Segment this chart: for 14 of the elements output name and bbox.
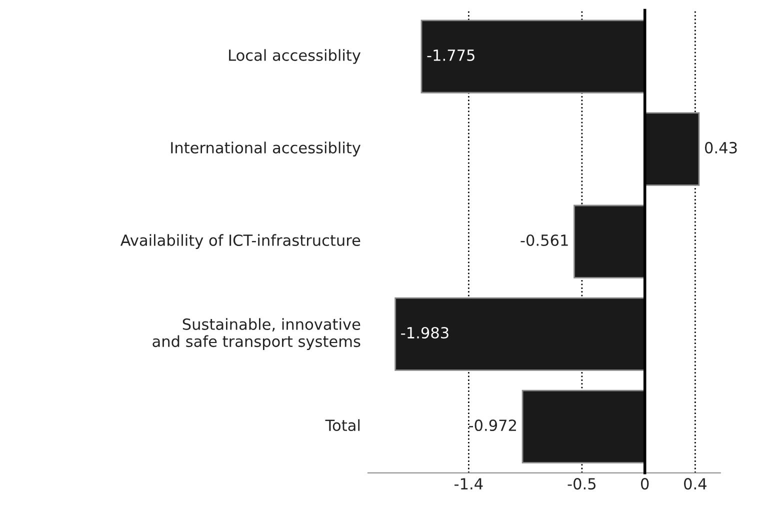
y-tick-label: Local accessiblity: [229, 49, 361, 64]
x-tick-label: -1.4: [454, 478, 483, 490]
data-label: -1.775: [427, 50, 474, 61]
y-tick-label: International accessiblity: [171, 142, 361, 156]
data-label: -0.972: [469, 419, 516, 432]
data-label: 0.43: [705, 142, 737, 154]
y-tick-label: Availability of ICT-infrastructure: [120, 234, 360, 249]
data-label: -1.983: [401, 326, 448, 339]
x-tick-label: 0: [641, 478, 649, 490]
y-tick-label: Total: [325, 419, 360, 432]
x-tick-label: -0.5: [568, 478, 596, 490]
y-tick-label: Sustainable, innovative and safe transport systems: [152, 318, 360, 350]
x-tick-label: 0.4: [684, 478, 706, 490]
data-label: -0.561: [520, 234, 568, 246]
